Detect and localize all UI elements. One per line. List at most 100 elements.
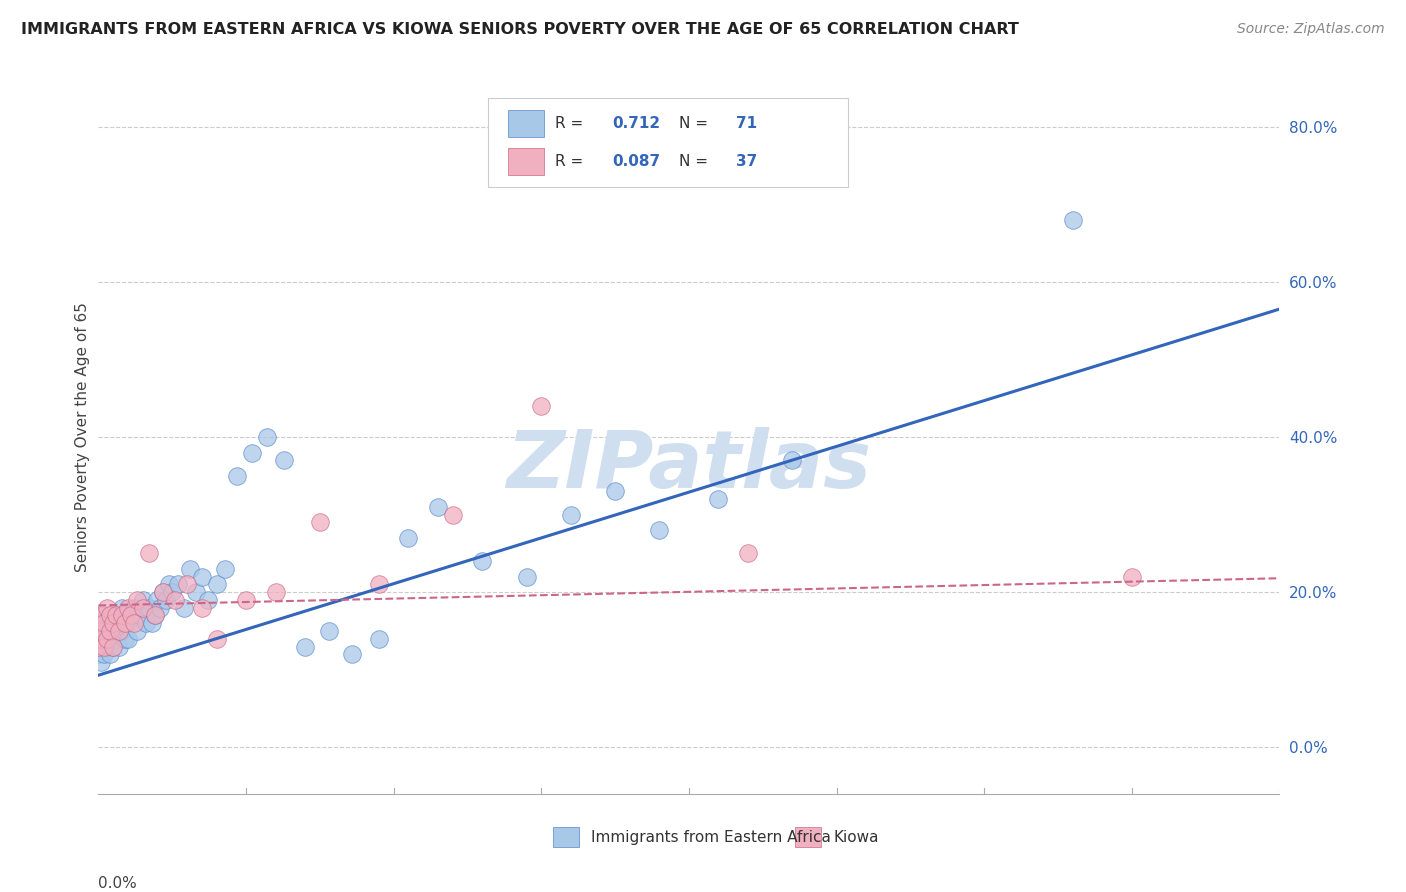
Point [149,600,172,615]
Point [87,640,110,654]
Point [90,632,112,646]
Point [93,640,115,654]
Point [117,632,139,646]
Point [103,640,125,654]
Text: Source: ZipAtlas.com: Source: ZipAtlas.com [1237,22,1385,37]
Point [707,492,730,507]
Point [264,585,287,599]
FancyBboxPatch shape [508,148,544,175]
Point [179,562,201,576]
Point [122,616,145,631]
Point [214,562,236,576]
Point [176,577,198,591]
Point [98,608,121,623]
Point [240,445,263,459]
Point [96,624,118,638]
FancyBboxPatch shape [488,98,848,187]
Point [138,546,160,560]
Point [96,600,118,615]
Point [1121,570,1143,584]
Point [98,624,121,638]
Text: 71: 71 [737,116,758,131]
FancyBboxPatch shape [553,828,579,847]
Point [96,632,118,646]
Point [105,632,128,646]
Point [93,647,115,661]
Point [191,570,214,584]
Point [132,593,155,607]
Point [471,554,494,568]
Point [120,608,142,623]
Text: Immigrants from Eastern Africa: Immigrants from Eastern Africa [591,830,831,845]
Point [162,585,183,599]
Point [146,593,169,607]
Point [648,523,671,537]
Point [173,600,195,615]
Point [105,608,128,623]
Point [117,600,139,615]
Point [122,600,145,615]
Point [87,647,110,661]
Text: N =: N = [679,154,713,169]
Point [90,632,112,646]
Point [135,616,157,631]
Point [114,608,136,623]
FancyBboxPatch shape [796,828,821,847]
Point [368,632,391,646]
Point [368,577,391,591]
Point [205,577,228,591]
Point [103,640,125,654]
Point [90,624,112,638]
Point [235,593,257,607]
Text: IMMIGRANTS FROM EASTERN AFRICA VS KIOWA SENIORS POVERTY OVER THE AGE OF 65 CORRE: IMMIGRANTS FROM EASTERN AFRICA VS KIOWA … [21,22,1019,37]
Text: 0.087: 0.087 [612,154,661,169]
Text: 0.0%: 0.0% [98,876,138,891]
Point [125,593,148,607]
Point [128,608,150,623]
Point [125,624,148,638]
Point [143,608,166,623]
Point [155,593,177,607]
Point [87,616,110,631]
Point [226,468,249,483]
Point [93,608,115,623]
Point [165,593,187,607]
Point [342,647,364,661]
Point [398,531,420,545]
Point [105,608,128,623]
Point [120,608,142,623]
Text: 37: 37 [737,154,758,169]
Point [560,508,582,522]
Point [103,616,125,631]
Point [294,640,316,654]
Point [737,546,759,560]
Text: ZIPatlas: ZIPatlas [506,426,872,505]
Point [427,500,450,514]
Point [318,624,340,638]
Point [782,453,804,467]
Text: N =: N = [679,116,713,131]
Point [87,624,110,638]
Point [191,600,214,615]
Point [90,655,112,669]
Point [167,577,190,591]
Point [90,616,112,631]
Point [273,453,295,467]
Point [103,624,125,638]
Point [93,624,115,638]
Point [93,616,115,631]
Text: R =: R = [555,154,589,169]
Point [114,616,136,631]
Point [96,640,118,654]
Point [108,640,131,654]
Point [114,632,136,646]
Point [1062,213,1084,227]
Point [98,608,121,623]
Point [111,600,134,615]
Point [98,632,121,646]
FancyBboxPatch shape [508,111,544,137]
Point [441,508,464,522]
Point [90,640,112,654]
Point [152,585,174,599]
Point [117,616,139,631]
